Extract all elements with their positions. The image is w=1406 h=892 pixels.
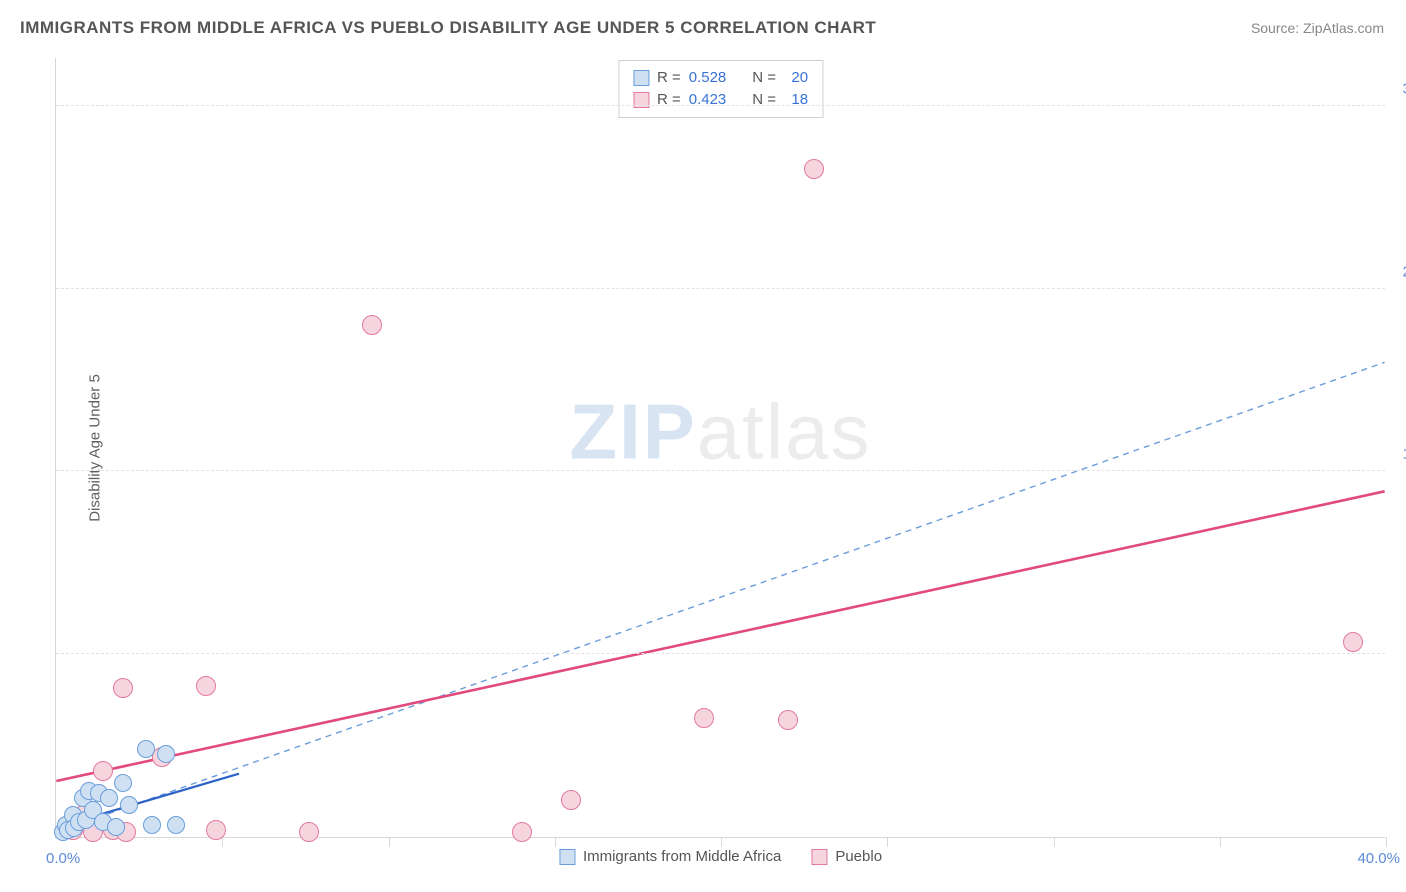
plot-area: Disability Age Under 5 0.0% 40.0% ZIPatl… — [55, 58, 1385, 838]
legend-swatch — [633, 70, 649, 86]
data-point — [167, 816, 185, 834]
data-point — [561, 790, 581, 810]
legend-correlation: R = 0.528 N = 20 R = 0.423 N = 18 — [618, 60, 823, 118]
data-point — [362, 315, 382, 335]
trend-lines-layer — [56, 58, 1385, 837]
y-tick-label: 15.0% — [1402, 446, 1406, 463]
legend-swatch — [811, 849, 827, 865]
y-tick-label: 22.5% — [1402, 263, 1406, 280]
data-point — [100, 789, 118, 807]
legend-n-value: 18 — [784, 89, 808, 111]
legend-series-label: Pueblo — [835, 848, 882, 865]
legend-series-label: Immigrants from Middle Africa — [583, 848, 781, 865]
legend-n-label: N = — [752, 89, 776, 111]
chart-title: IMMIGRANTS FROM MIDDLE AFRICA VS PUEBLO … — [20, 18, 876, 38]
legend-n-value: 20 — [784, 67, 808, 89]
data-point — [512, 822, 532, 842]
data-point — [137, 740, 155, 758]
legend-r-label: R = — [657, 67, 681, 89]
x-axis-max-label: 40.0% — [1357, 850, 1400, 867]
source-label: Source: ZipAtlas.com — [1251, 20, 1384, 36]
data-point — [120, 796, 138, 814]
legend-n-label: N = — [752, 67, 776, 89]
data-point — [157, 745, 175, 763]
data-point — [114, 774, 132, 792]
legend-row: R = 0.528 N = 20 — [633, 67, 808, 89]
trend-line — [56, 491, 1384, 781]
grid-line — [56, 288, 1385, 289]
x-axis-min-label: 0.0% — [46, 850, 80, 867]
data-point — [113, 678, 133, 698]
x-tick — [1386, 837, 1387, 847]
x-tick — [1220, 837, 1221, 847]
x-tick — [555, 837, 556, 847]
data-point — [694, 708, 714, 728]
data-point — [143, 816, 161, 834]
y-tick-label: 30.0% — [1402, 80, 1406, 97]
trend-line — [56, 362, 1384, 832]
x-tick — [721, 837, 722, 847]
grid-line — [56, 653, 1385, 654]
legend-bottom-item: Immigrants from Middle Africa — [559, 848, 781, 865]
data-point — [93, 761, 113, 781]
grid-line — [56, 105, 1385, 106]
data-point — [107, 818, 125, 836]
x-tick — [887, 837, 888, 847]
data-point — [206, 820, 226, 840]
x-tick — [389, 837, 390, 847]
data-point — [299, 822, 319, 842]
x-tick — [1054, 837, 1055, 847]
data-point — [1343, 632, 1363, 652]
x-tick — [222, 837, 223, 847]
data-point — [196, 676, 216, 696]
legend-r-value: 0.423 — [689, 89, 727, 111]
legend-row: R = 0.423 N = 18 — [633, 89, 808, 111]
grid-line — [56, 470, 1385, 471]
legend-bottom-item: Pueblo — [811, 848, 882, 865]
data-point — [778, 710, 798, 730]
legend-r-value: 0.528 — [689, 67, 727, 89]
legend-bottom: Immigrants from Middle Africa Pueblo — [559, 848, 882, 865]
data-point — [804, 159, 824, 179]
legend-r-label: R = — [657, 89, 681, 111]
legend-swatch — [559, 849, 575, 865]
